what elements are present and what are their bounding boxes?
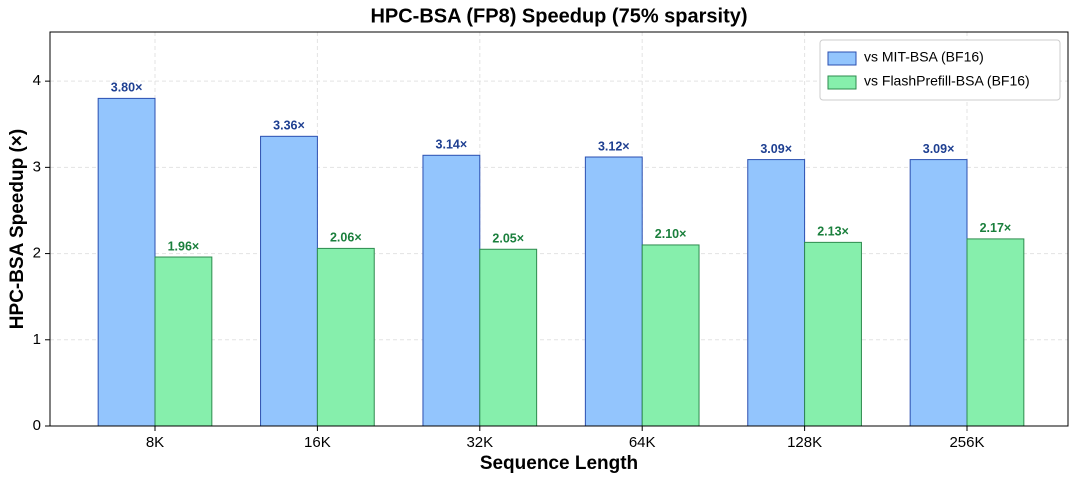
x-tick-label: 256K — [949, 434, 984, 451]
data-label: 2.05× — [492, 232, 524, 246]
chart-title: HPC-BSA (FP8) Speedup (75% sparsity) — [370, 5, 747, 27]
bar — [422, 154, 481, 427]
y-tick-label: 1 — [33, 331, 41, 348]
data-label: 3.14× — [436, 138, 468, 152]
data-label: 2.10× — [655, 227, 687, 241]
x-axis-title: Sequence Length — [480, 453, 638, 474]
x-tick-label: 16K — [304, 434, 331, 451]
legend-swatch — [827, 51, 857, 66]
y-tick-label: 0 — [33, 417, 41, 434]
plot-frame — [49, 31, 1069, 427]
bar — [260, 135, 318, 427]
data-label: 3.12× — [598, 139, 630, 153]
data-label: 2.06× — [330, 231, 362, 245]
bar — [584, 156, 643, 427]
data-label: 3.09× — [923, 142, 955, 156]
plot-area: 0 1 2 3 4 3.80× 3.36× 3.14× 3.12× 3.09× 3.09× 1.96×… — [33, 31, 1069, 451]
bar — [966, 238, 1025, 427]
legend-swatch — [827, 75, 857, 90]
bar — [154, 256, 213, 427]
bar — [747, 159, 806, 427]
x-tick-label: 8K — [146, 434, 164, 451]
bar — [641, 244, 700, 427]
data-label: 3.80× — [111, 81, 143, 95]
data-label: 2.13× — [817, 225, 849, 239]
y-axis-title: HPC-BSA Speedup (×) — [7, 129, 28, 329]
x-tick-label: 128K — [787, 434, 822, 451]
data-label: 3.36× — [273, 119, 305, 133]
y-tick-label: 4 — [33, 72, 41, 89]
legend-box — [819, 39, 1061, 101]
y-tick-label: 2 — [33, 245, 41, 262]
bar — [479, 248, 538, 427]
legend-label: vs FlashPrefill-BSA (BF16) — [864, 73, 1030, 89]
data-label: 2.17× — [980, 221, 1012, 235]
x-tick-label: 64K — [629, 434, 656, 451]
bar — [316, 247, 375, 427]
x-tick-label: 32K — [466, 434, 493, 451]
bar — [97, 97, 156, 427]
y-tick-label: 3 — [33, 158, 41, 175]
bar — [909, 159, 968, 427]
data-label: 3.09× — [760, 142, 792, 156]
legend-label: vs MIT-BSA (BF16) — [864, 49, 984, 65]
bar — [804, 241, 862, 427]
data-label: 1.96× — [168, 239, 200, 253]
